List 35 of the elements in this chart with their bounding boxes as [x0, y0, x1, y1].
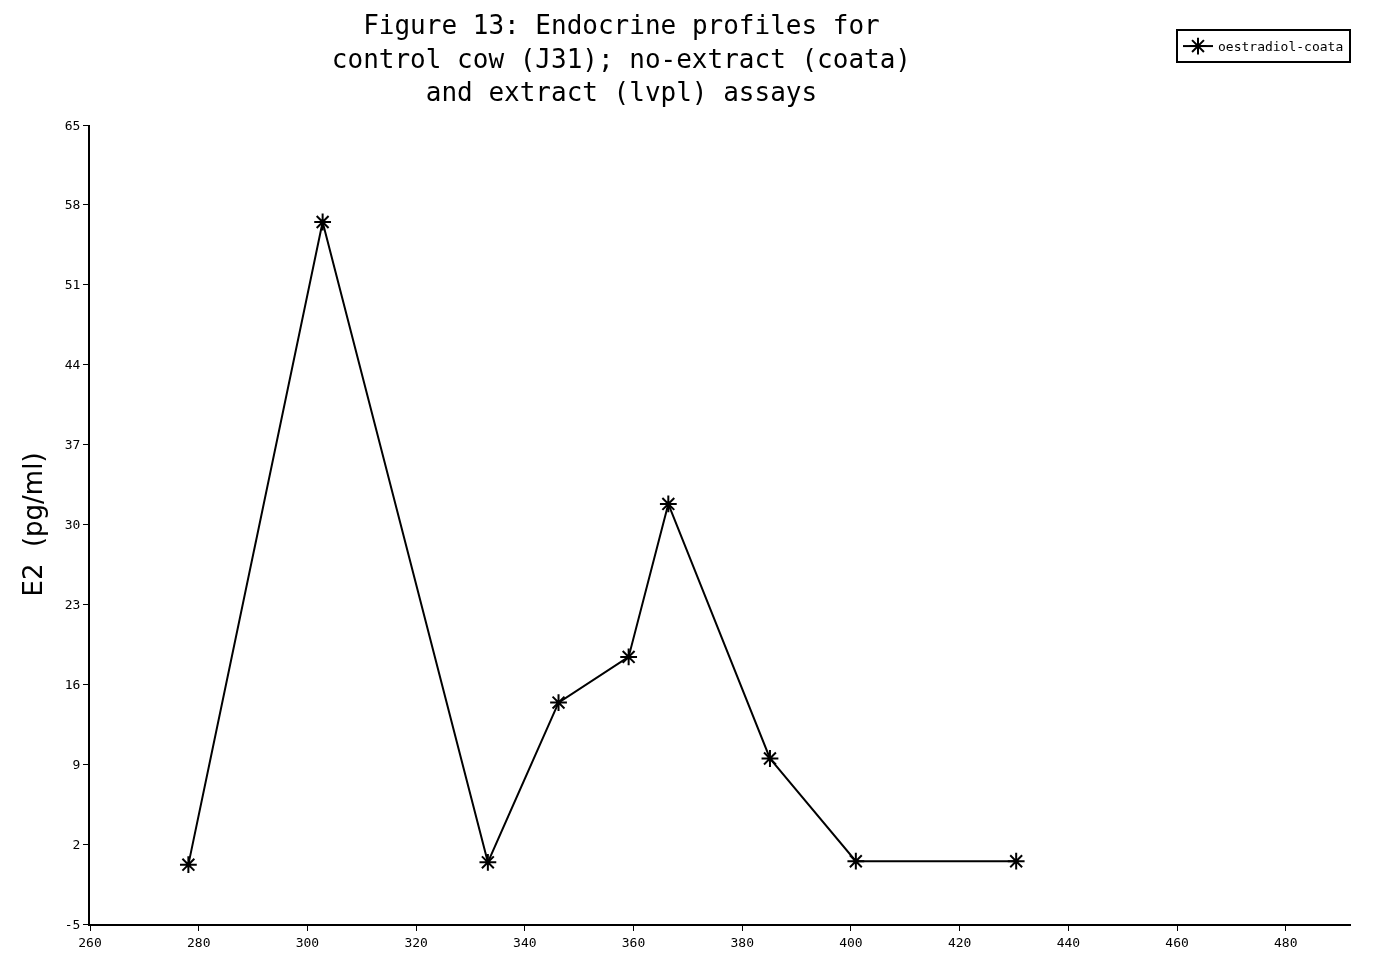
x-tick-label: 360 [621, 934, 646, 950]
y-tick-label: 2 [72, 836, 81, 852]
point [549, 693, 568, 712]
point [846, 851, 866, 871]
x-tick-label: 320 [404, 934, 428, 950]
point [760, 749, 780, 768]
x-tick-label: 460 [1165, 934, 1189, 950]
x-tick-label: 440 [1056, 934, 1081, 950]
y-tick-label: 30 [64, 517, 81, 533]
x-tick-label: 340 [513, 934, 537, 950]
x-tick-label: 420 [947, 934, 972, 950]
y-tick-label: 16 [64, 676, 81, 692]
y-tick-label: 9 [72, 756, 81, 772]
x-tick-label: 380 [730, 934, 754, 950]
point [658, 494, 678, 514]
y-tick-label: 37 [64, 437, 81, 453]
point [1006, 851, 1026, 871]
x-tick-label: 400 [839, 934, 863, 950]
x-tick-label: 260 [78, 934, 102, 950]
x-tick-label: 300 [295, 934, 320, 950]
y-tick-label: 23 [64, 596, 81, 612]
x-tick-label: 280 [186, 934, 211, 950]
y-axis-title: E2 (pg/ml) [17, 452, 48, 597]
x-tick-label: 480 [1274, 934, 1298, 950]
y-tick-label: 58 [64, 197, 81, 213]
y-tick-label: 65 [64, 117, 81, 133]
point [619, 647, 639, 667]
point [478, 852, 498, 872]
chart-title: Figure 13: Endocrine profiles for control cow (J31); no-extract (coata) and extract (lvpl) assays [331, 9, 912, 108]
y-tick-label: -5 [64, 916, 81, 932]
y-tick-label: 44 [64, 357, 81, 373]
point [313, 212, 333, 232]
legend-label: oestradiol-coata [1218, 39, 1344, 55]
point [178, 855, 198, 875]
y-tick-label: 51 [64, 277, 81, 293]
